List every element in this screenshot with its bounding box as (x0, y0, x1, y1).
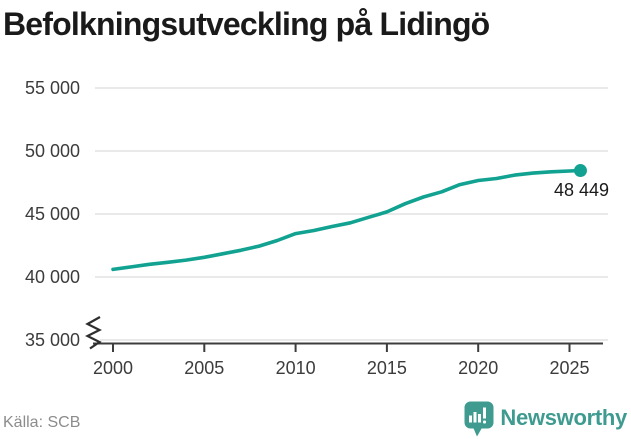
y-axis-tick-label: 35 000 (25, 330, 80, 350)
x-axis-tick-label: 2010 (276, 358, 316, 378)
x-axis-tick-label: 2000 (93, 358, 133, 378)
y-axis-tick-label: 55 000 (25, 78, 80, 98)
x-axis-tick-label: 2005 (184, 358, 224, 378)
y-axis-tick-label: 40 000 (25, 267, 80, 287)
latest-value-label: 48 449 (554, 180, 609, 200)
latest-value-marker (573, 164, 587, 178)
y-axis-tick-label: 50 000 (25, 141, 80, 161)
newsworthy-brand-name: Newsworthy (500, 405, 627, 430)
newsworthy-bars-icon (464, 401, 494, 437)
newsworthy-logo[interactable]: Newsworthy (464, 401, 627, 437)
source-attribution: Källa: SCB (3, 414, 81, 431)
chart-title: Befolkningsutveckling på Lidingö (3, 6, 490, 42)
y-axis-break-icon (85, 316, 102, 350)
population-series-line (111, 168, 583, 272)
x-axis-tick-label: 2020 (458, 358, 498, 378)
x-axis-tick-label: 2015 (367, 358, 407, 378)
y-axis-tick-label: 45 000 (25, 204, 80, 224)
x-axis-tick-label: 2025 (549, 358, 589, 378)
